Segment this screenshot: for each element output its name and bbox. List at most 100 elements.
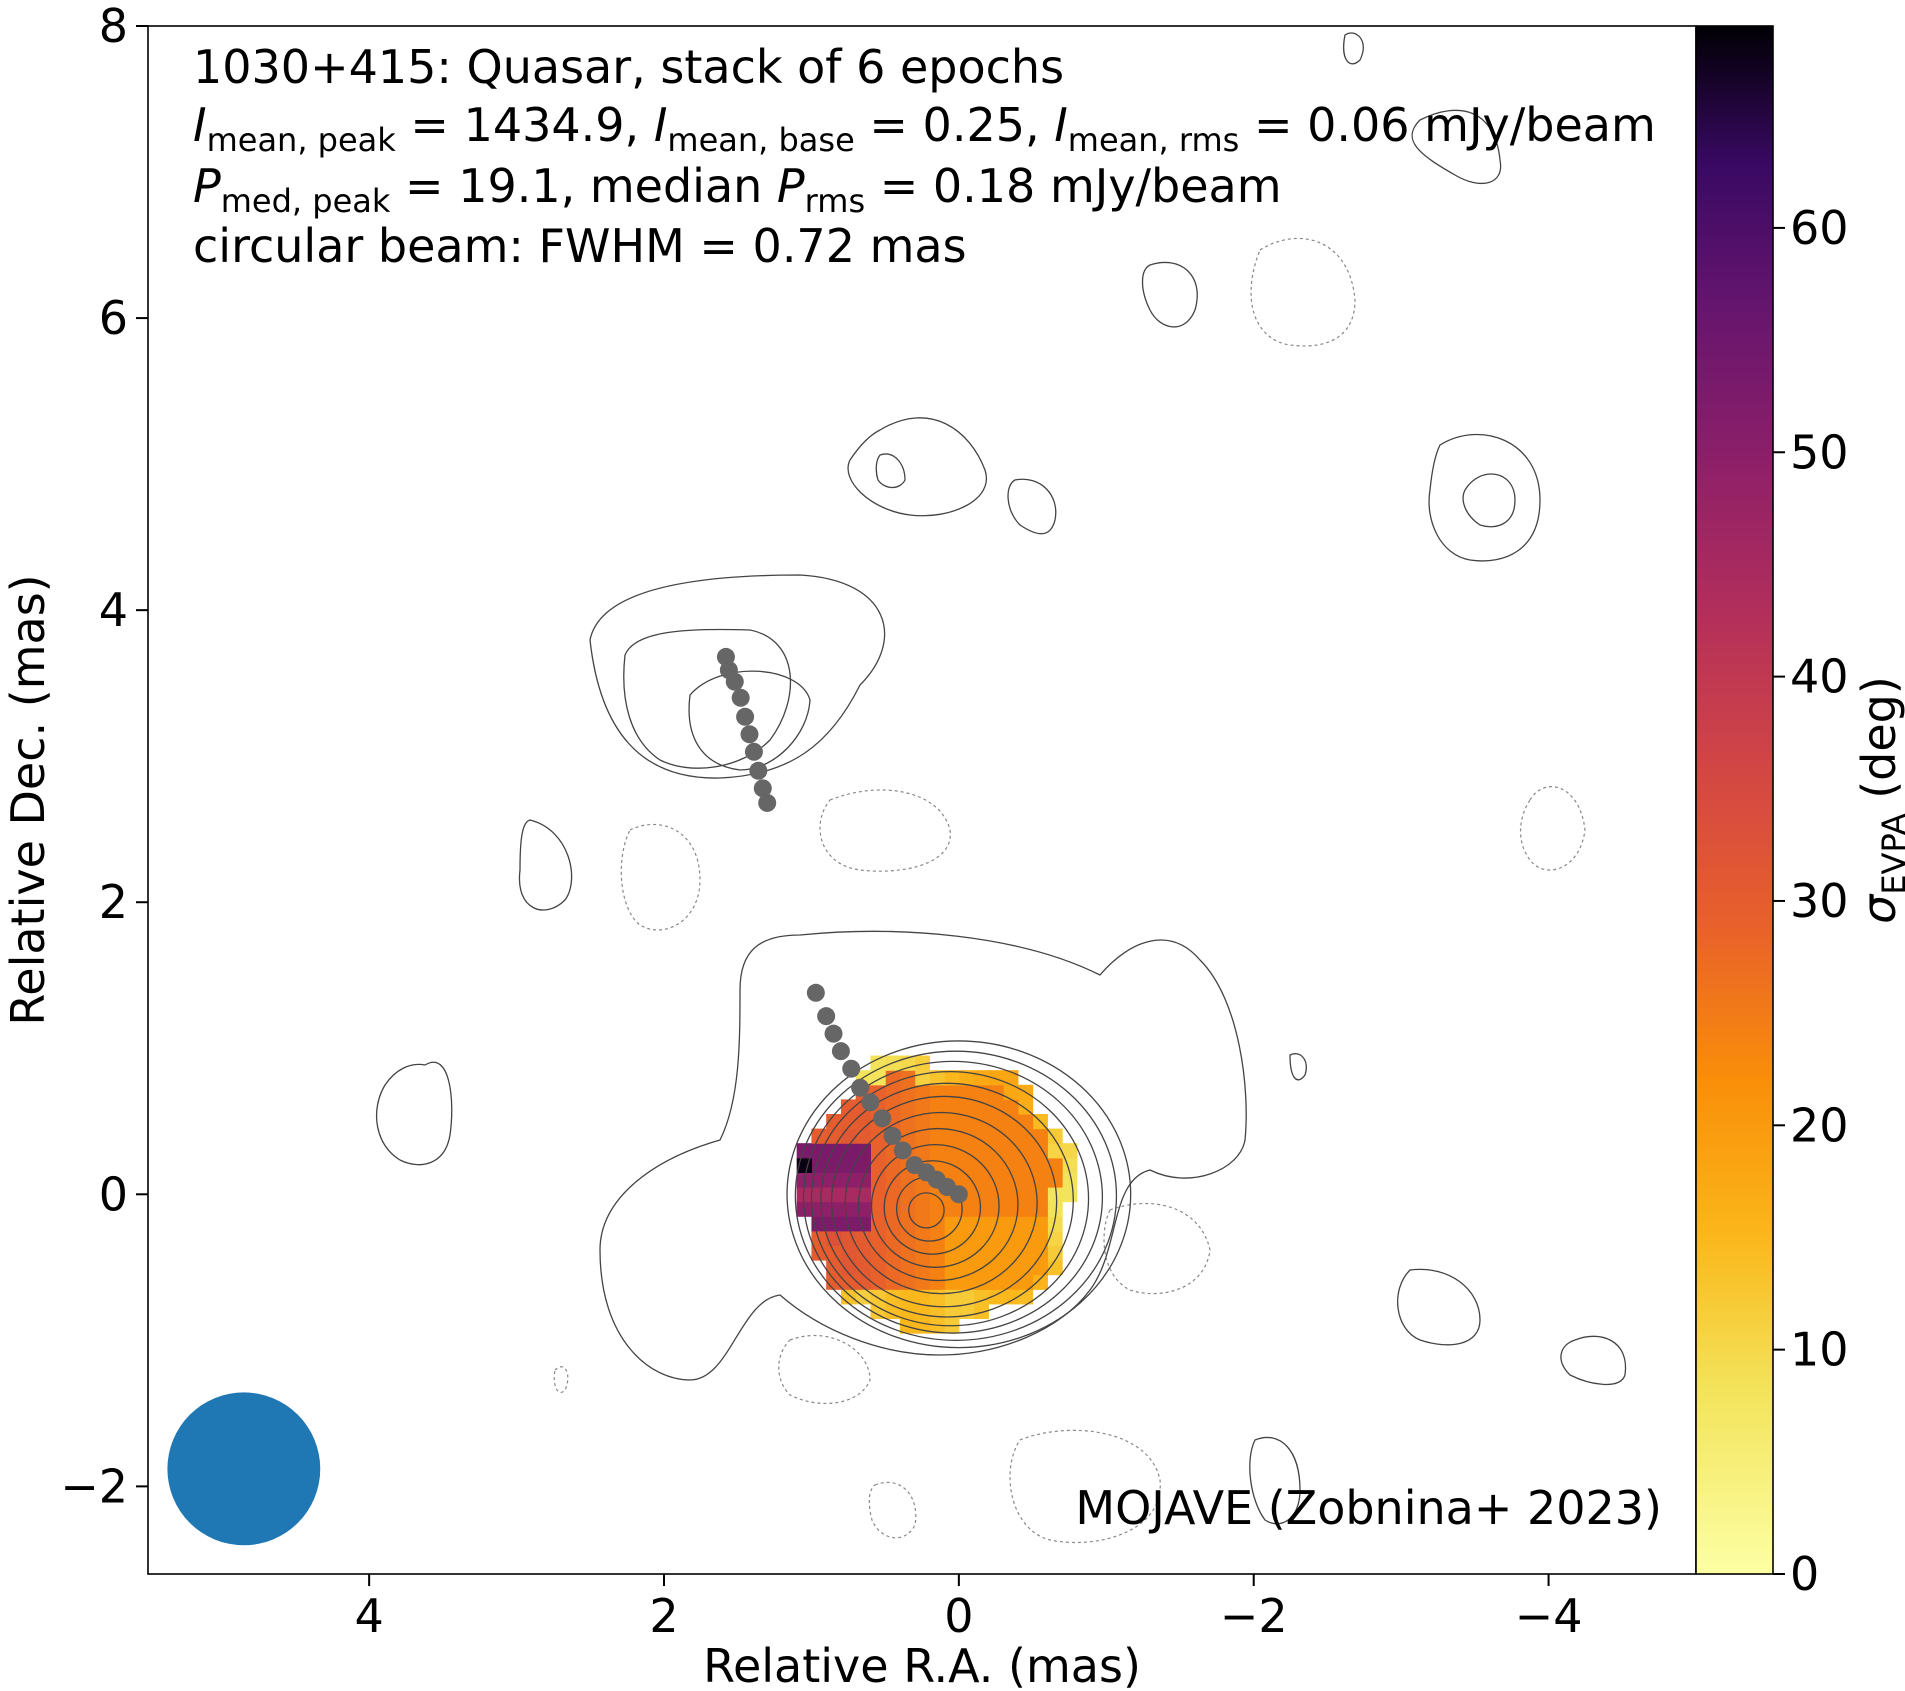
evpa-pixel xyxy=(855,1113,871,1130)
negative-contour xyxy=(778,1334,871,1405)
evpa-pixel xyxy=(840,1128,857,1144)
credit-label: MOJAVE (Zobnina+ 2023) xyxy=(1075,1481,1662,1535)
evpa-pixel xyxy=(1003,1201,1019,1217)
core-contour-ring xyxy=(870,1143,1000,1268)
evpa-pixel xyxy=(1047,1187,1063,1203)
evpa-pixel xyxy=(929,1128,945,1144)
evpa-pixel xyxy=(1017,1201,1034,1217)
blob-contour xyxy=(1249,1436,1301,1525)
polarization-symbol: P xyxy=(193,159,221,213)
evpa-pixel xyxy=(1032,1216,1048,1232)
blob-contour xyxy=(1343,32,1364,65)
core-contour-ring xyxy=(802,1060,1104,1334)
evpa-pixel xyxy=(929,1274,945,1290)
evpa-pixel xyxy=(840,1289,857,1305)
evpa-pixel xyxy=(973,1143,989,1159)
evpa-pixel xyxy=(958,1128,975,1144)
evpa-pixel xyxy=(988,1187,1004,1203)
core-contour-ring xyxy=(786,1040,1132,1349)
evpa-pixel xyxy=(796,1143,813,1159)
evpa-pixel xyxy=(929,1143,945,1159)
evpa-pixel xyxy=(944,1070,960,1086)
evpa-pixel xyxy=(958,1113,975,1130)
polarization-value: = 0.18 mJy/beam xyxy=(865,159,1281,213)
evpa-pixel xyxy=(988,1143,1004,1159)
evpa-pixel xyxy=(899,1187,916,1203)
evpa-pixel xyxy=(1062,1187,1078,1203)
evpa-pixel-map xyxy=(796,1055,1078,1334)
evpa-pixel xyxy=(958,1084,975,1100)
evpa-pixel xyxy=(973,1128,989,1144)
evpa-pixel xyxy=(1047,1245,1063,1261)
evpa-pixel xyxy=(988,1230,1004,1247)
ridgeline-point xyxy=(883,1126,902,1145)
extended-emission-contour xyxy=(599,930,1247,1381)
evpa-pixel xyxy=(958,1070,975,1086)
evpa-pixel xyxy=(1047,1201,1063,1217)
evpa-pixel xyxy=(870,1143,886,1159)
evpa-pixel xyxy=(1032,1172,1048,1188)
jet-knot-outer-contour xyxy=(589,574,886,779)
evpa-pixel xyxy=(1047,1172,1063,1188)
evpa-pixel xyxy=(914,1113,930,1130)
evpa-pixel xyxy=(1032,1128,1048,1144)
evpa-pixel xyxy=(870,1187,886,1203)
evpa-pixel xyxy=(958,1230,975,1247)
evpa-pixel xyxy=(855,1245,871,1261)
evpa-pixel xyxy=(840,1187,857,1203)
evpa-pixel xyxy=(1032,1274,1048,1290)
evpa-pixel xyxy=(1032,1187,1048,1203)
evpa-pixel xyxy=(870,1289,886,1305)
intensity-symbol: I xyxy=(193,98,207,152)
evpa-pixel xyxy=(929,1303,945,1320)
y-tick-label: 2 xyxy=(99,875,128,929)
evpa-pixel xyxy=(840,1201,857,1217)
blob-contour xyxy=(1141,261,1198,328)
evpa-pixel xyxy=(840,1245,857,1261)
evpa-pixel xyxy=(899,1260,916,1276)
evpa-pixel xyxy=(914,1201,930,1217)
annotation-beam: circular beam: FWHM = 0.72 mas xyxy=(193,219,967,273)
evpa-pixel xyxy=(1017,1289,1034,1305)
blob-contour xyxy=(1397,1268,1481,1346)
evpa-pixel xyxy=(1047,1216,1063,1232)
intensity-subscript: mean, base xyxy=(667,121,854,159)
evpa-pixel xyxy=(811,1201,827,1217)
evpa-pixel xyxy=(944,1289,960,1305)
evpa-pixel xyxy=(870,1216,886,1232)
evpa-pixel xyxy=(973,1230,989,1247)
evpa-pixel xyxy=(1017,1128,1034,1144)
evpa-pixel xyxy=(840,1230,857,1247)
intensity-value: = 0.06 mJy/beam xyxy=(1239,98,1655,152)
y-tick-label: 0 xyxy=(99,1167,128,1221)
evpa-pixel xyxy=(988,1070,1004,1086)
core-contour-ring xyxy=(908,1192,945,1229)
evpa-pixel xyxy=(944,1274,960,1290)
evpa-pixel xyxy=(973,1245,989,1261)
intensity-subscript: mean, rms xyxy=(1068,121,1240,159)
evpa-pixel xyxy=(914,1216,930,1232)
evpa-pixel xyxy=(899,1113,916,1130)
y-axis: −2 0 2 4 6 8 xyxy=(60,0,148,1513)
blob-contour xyxy=(875,453,906,489)
evpa-pixel xyxy=(840,1274,857,1290)
polarization-symbol: P xyxy=(777,159,805,213)
evpa-pixel xyxy=(973,1113,989,1130)
blob-contour xyxy=(1411,109,1502,184)
polarization-subscript: rms xyxy=(805,182,865,220)
evpa-pixel xyxy=(885,1099,901,1115)
evpa-pixel xyxy=(870,1274,886,1290)
x-tick-label: −2 xyxy=(1220,1589,1288,1643)
evpa-pixel xyxy=(929,1201,945,1217)
evpa-pixel xyxy=(914,1055,930,1071)
evpa-pixel xyxy=(973,1099,989,1115)
evpa-pixel xyxy=(973,1260,989,1276)
evpa-pixel xyxy=(988,1113,1004,1130)
evpa-pixel xyxy=(988,1274,1004,1290)
ridgeline-point xyxy=(753,779,772,798)
evpa-pixel xyxy=(929,1245,945,1261)
evpa-pixel xyxy=(1003,1245,1019,1261)
evpa-pixel xyxy=(840,1216,857,1232)
evpa-pixel xyxy=(840,1113,857,1130)
